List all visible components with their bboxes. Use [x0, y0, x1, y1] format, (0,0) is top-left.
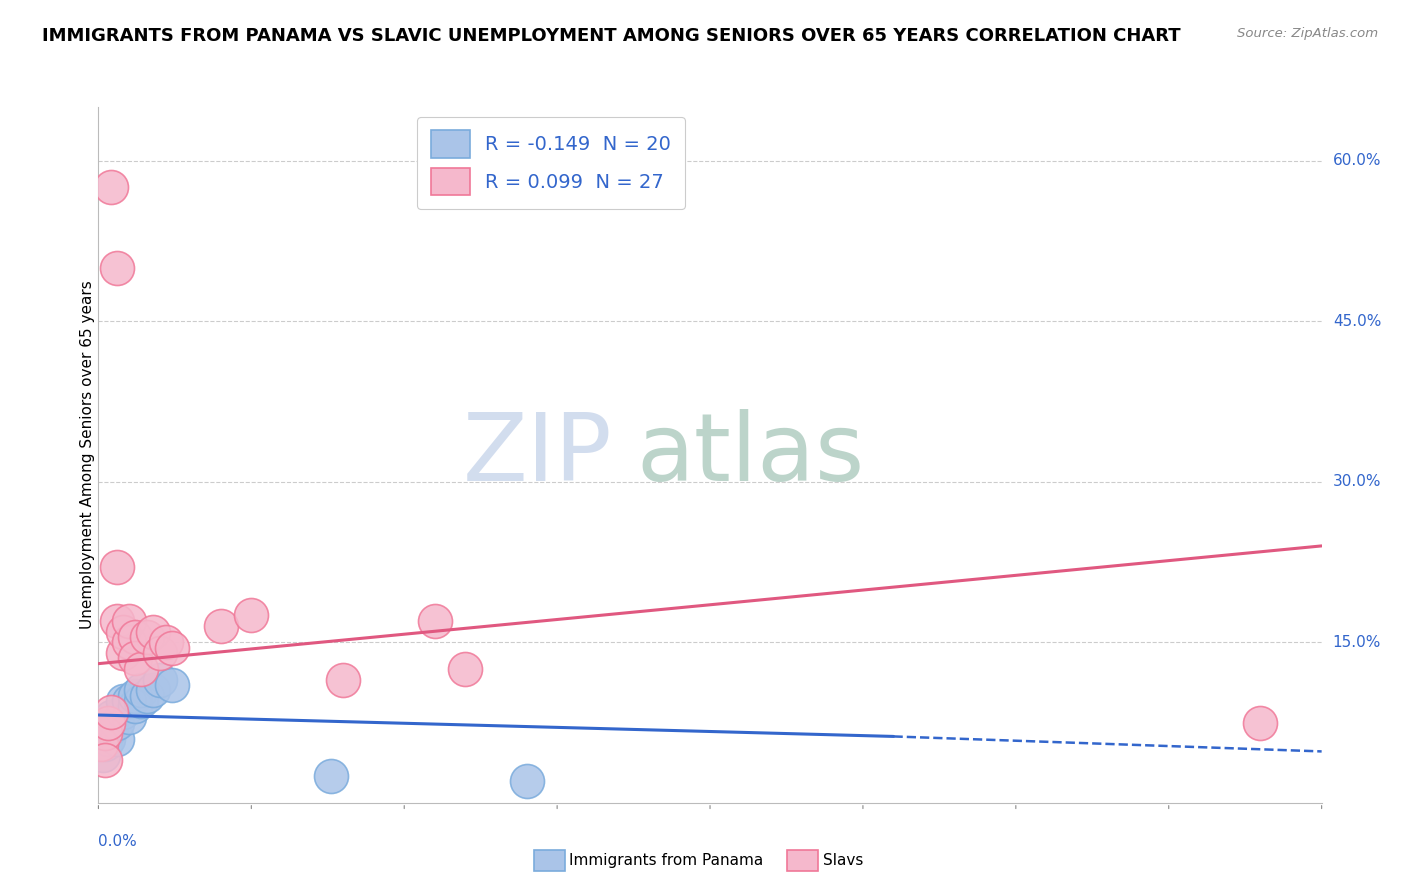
Point [100, 721, 122, 735]
Text: Slavs: Slavs [823, 854, 863, 868]
Point [97, 731, 120, 746]
Point [160, 678, 183, 692]
Point [129, 662, 152, 676]
Point [319, 769, 342, 783]
Text: atlas: atlas [637, 409, 865, 501]
Point [118, 694, 141, 708]
Point [118, 635, 141, 649]
Text: IMMIGRANTS FROM PANAMA VS SLAVIC UNEMPLOYMENT AMONG SENIORS OVER 65 YEARS CORREL: IMMIGRANTS FROM PANAMA VS SLAVIC UNEMPLO… [42, 27, 1181, 45]
Point [332, 673, 354, 687]
Point [111, 705, 134, 719]
Point [136, 630, 159, 644]
Text: 0.0%: 0.0% [98, 834, 138, 849]
Text: 60.0%: 60.0% [1333, 153, 1381, 168]
Point [118, 710, 141, 724]
Point [124, 699, 146, 714]
Point [90, 737, 112, 751]
Point [240, 608, 263, 623]
Point [160, 640, 183, 655]
Point [105, 715, 128, 730]
Point [97, 715, 120, 730]
Point [105, 614, 128, 628]
Point [105, 731, 128, 746]
Point [100, 705, 122, 719]
Point [93, 753, 115, 767]
Point [129, 683, 152, 698]
Text: 30.0%: 30.0% [1333, 475, 1381, 489]
Point [124, 689, 146, 703]
Legend: R = -0.149  N = 20, R = 0.099  N = 27: R = -0.149 N = 20, R = 0.099 N = 27 [418, 117, 685, 209]
Point [124, 651, 146, 665]
Point [93, 726, 115, 740]
Text: ZIP: ZIP [463, 409, 612, 501]
Point [423, 614, 446, 628]
Point [100, 180, 122, 194]
Point [91, 747, 114, 762]
Point [105, 260, 128, 275]
Point [111, 646, 134, 660]
Y-axis label: Unemployment Among Seniors over 65 years: Unemployment Among Seniors over 65 years [80, 281, 94, 629]
Point [516, 774, 538, 789]
Text: 15.0%: 15.0% [1333, 635, 1381, 649]
Text: Source: ZipAtlas.com: Source: ZipAtlas.com [1237, 27, 1378, 40]
Point [124, 630, 146, 644]
Point [93, 737, 115, 751]
Point [118, 614, 141, 628]
Point [155, 635, 177, 649]
Point [111, 624, 134, 639]
Text: Immigrants from Panama: Immigrants from Panama [569, 854, 763, 868]
Point [105, 560, 128, 574]
Point [454, 662, 477, 676]
Point [149, 673, 172, 687]
Point [111, 694, 134, 708]
Point [142, 683, 165, 698]
Point [100, 710, 122, 724]
Point [1249, 715, 1271, 730]
Point [142, 624, 165, 639]
Point [149, 646, 172, 660]
Point [136, 689, 159, 703]
Text: 45.0%: 45.0% [1333, 314, 1381, 328]
Point [209, 619, 232, 633]
Point [129, 694, 152, 708]
